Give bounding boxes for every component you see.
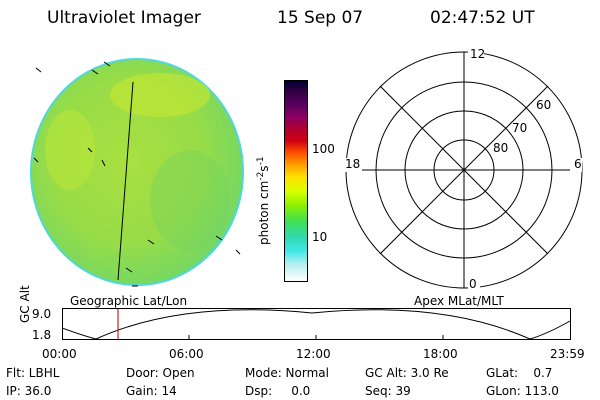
ip-field: IP: 36.0	[6, 384, 52, 398]
polar-diag	[379, 85, 549, 255]
altitude-xtick: 06:00	[169, 347, 204, 361]
glon-field: GLon: 113.0	[486, 384, 559, 398]
time-label: 02:47:52 UT	[430, 8, 535, 28]
meridian-line	[117, 81, 134, 281]
mlt-label-18: 18	[345, 157, 361, 171]
altitude-xtick: 12:00	[296, 347, 331, 361]
dsp-field: Dsp: 0.0	[245, 384, 311, 398]
altitude-ylabel: GC Alt	[18, 285, 32, 323]
altitude-curve	[62, 309, 571, 340]
seq-field: Seq: 39	[365, 384, 411, 398]
mlat-label-60: 60	[536, 98, 552, 112]
mlt-label-6: 6	[574, 157, 582, 171]
coastline-marks	[33, 61, 241, 287]
filter-field: Flt: LBHL	[6, 366, 60, 380]
altitude-ytick: 9.0	[32, 307, 52, 321]
bright-patch	[45, 110, 95, 190]
colorbar-tick: 100	[312, 142, 335, 156]
earth-disk	[30, 58, 244, 286]
colorbar-unit-label: photon cm-2s-1	[256, 156, 271, 245]
door-field: Door: Open	[126, 366, 195, 380]
glat-field: GLat: 0.7	[486, 366, 553, 380]
mode-field: Mode: Normal	[245, 366, 329, 380]
mlat-label-80: 80	[493, 141, 509, 155]
mlat-label-70: 70	[512, 121, 528, 135]
instrument-title: Ultraviolet Imager	[47, 8, 201, 28]
polar-caption: Apex MLat/MLT	[414, 294, 504, 308]
polar-plot	[344, 51, 583, 291]
altitude-xtick: 18:00	[423, 347, 458, 361]
altitude-xtick: 23:59	[550, 347, 585, 361]
gc-alt-field: GC Alt: 3.0 Re	[365, 366, 449, 380]
altitude-xtick: 00:00	[42, 347, 77, 361]
altitude-ytick: 1.8	[32, 328, 52, 342]
colorbar	[284, 80, 308, 282]
altitude-plot	[62, 308, 571, 340]
mlt-label-12: 12	[470, 47, 486, 61]
bright-patch	[110, 73, 210, 117]
image-caption: Geographic Lat/Lon	[70, 294, 188, 308]
colorbar-tick: 10	[312, 230, 328, 244]
gain-field: Gain: 14	[126, 384, 177, 398]
dim-patch	[150, 150, 230, 250]
date-label: 15 Sep 07	[277, 8, 364, 28]
mlt-label-0: 0	[469, 277, 477, 291]
